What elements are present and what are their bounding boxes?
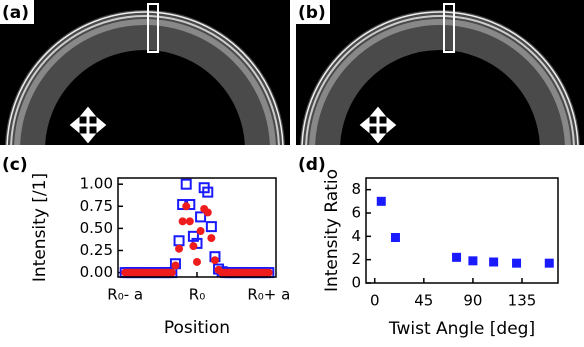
x-axis-label: Position [164, 318, 230, 338]
point [186, 217, 194, 225]
figure: (a) (b) (c)Intensity [/1] Position 0.00 0.2… [0, 0, 584, 347]
point [512, 259, 521, 268]
point [193, 258, 201, 266]
point [175, 236, 184, 245]
x-tick-label: 45 [414, 292, 433, 310]
point [182, 180, 191, 189]
point [377, 197, 386, 206]
y-tick-label: 0.25 [80, 241, 113, 259]
y-tick-label: 0.00 [80, 263, 113, 281]
y-tick-label: 0.50 [80, 219, 113, 237]
point [189, 242, 197, 250]
y-tick-label: 8 [351, 180, 361, 198]
x-tick-label: 135 [508, 292, 537, 310]
panel-label: (c) [2, 155, 28, 175]
x-axis-label: Twist Angle [deg] [388, 319, 535, 339]
point [265, 269, 273, 277]
x-tick-label: R₀- a [107, 286, 143, 304]
point [196, 212, 205, 221]
plot-frame [366, 178, 558, 283]
x-tick-label: 0 [370, 292, 380, 310]
point [179, 217, 187, 225]
point [468, 256, 477, 265]
panel-label: (a) [2, 3, 29, 23]
point [197, 227, 205, 235]
y-tick-label: 1.00 [80, 175, 113, 193]
panel-label: (b) [298, 3, 326, 23]
x-tick-label: R₀ [189, 286, 205, 304]
point [489, 258, 498, 267]
point [171, 262, 179, 270]
y-tick-label: 2 [351, 250, 361, 268]
point [207, 222, 216, 231]
x-tick-label: R₀+ a [247, 286, 290, 304]
point [182, 202, 190, 210]
y-tick-label: 4 [351, 227, 361, 245]
y-tick-label: 6 [351, 204, 361, 222]
point [175, 245, 183, 253]
point [391, 233, 400, 242]
y-axis-label: Intensity Ratio [322, 169, 342, 292]
point [204, 208, 212, 216]
y-axis-label: Intensity [/1] [30, 173, 50, 282]
point [211, 256, 219, 264]
point [545, 259, 554, 268]
x-tick-label: 90 [463, 292, 482, 310]
y-tick-label: 0.75 [80, 197, 113, 215]
point [168, 269, 176, 277]
y-tick-label: 0 [351, 274, 361, 292]
point [207, 234, 215, 242]
point [452, 253, 461, 262]
